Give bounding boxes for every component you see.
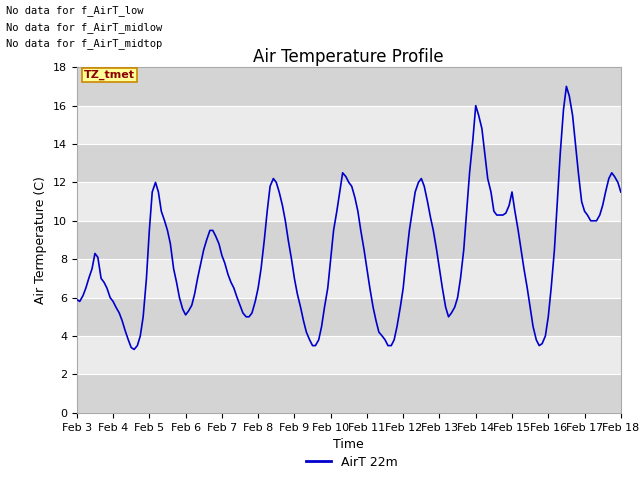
- Text: No data for f_AirT_midtop: No data for f_AirT_midtop: [6, 38, 163, 49]
- Bar: [77, 336, 621, 374]
- Bar: [77, 182, 621, 221]
- Bar: [77, 144, 621, 182]
- Y-axis label: Air Termperature (C): Air Termperature (C): [35, 176, 47, 304]
- Bar: [77, 298, 621, 336]
- Text: TZ_tmet: TZ_tmet: [84, 70, 135, 80]
- Legend: AirT 22m: AirT 22m: [301, 451, 403, 474]
- Title: Air Temperature Profile: Air Temperature Profile: [253, 48, 444, 66]
- Text: No data for f_AirT_midlow: No data for f_AirT_midlow: [6, 22, 163, 33]
- Bar: [77, 221, 621, 259]
- Bar: [77, 67, 621, 106]
- Text: No data for f_AirT_low: No data for f_AirT_low: [6, 5, 144, 16]
- Bar: [77, 106, 621, 144]
- Bar: [77, 374, 621, 413]
- X-axis label: Time: Time: [333, 438, 364, 451]
- Bar: [77, 259, 621, 298]
